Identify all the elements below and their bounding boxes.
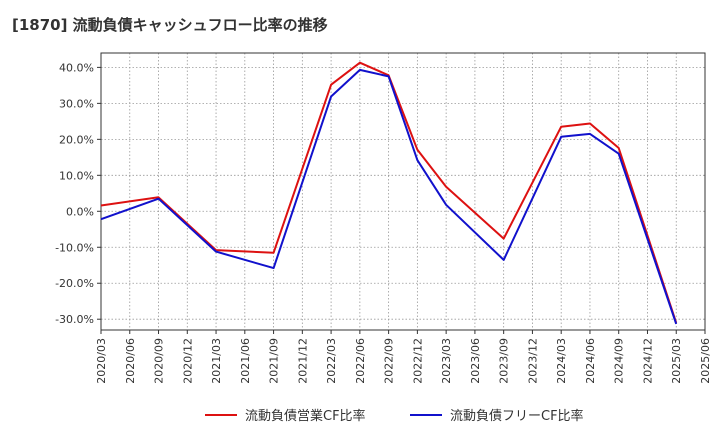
x-tick-label: 2021/12 (296, 338, 309, 384)
series-line-1 (100, 61, 678, 324)
gridlines (100, 53, 706, 330)
x-tick-label: 2024/03 (555, 338, 568, 384)
x-tick-label: 2024/09 (613, 338, 626, 384)
x-tick-label: 2023/12 (526, 338, 539, 384)
x-tick-label: 2023/06 (469, 338, 482, 384)
y-tick-label: 20.0% (59, 133, 94, 146)
x-tick-label: 2025/06 (699, 338, 712, 384)
x-tick-label: 2023/09 (498, 338, 511, 384)
plot-area (100, 52, 706, 331)
x-tick-label: 2025/03 (670, 338, 683, 384)
x-tick-label: 2022/09 (383, 338, 396, 384)
x-tick-label: 2021/03 (210, 338, 223, 384)
x-tick-label: 2023/03 (440, 338, 453, 384)
y-tick-label: -20.0% (55, 277, 94, 290)
y-tick-label: -30.0% (55, 313, 94, 326)
x-tick-label: 2021/09 (268, 338, 281, 384)
legend: 流動負債営業CF比率 流動負債フリーCF比率 (205, 408, 584, 424)
series-line-2 (100, 68, 678, 325)
x-tick-label: 2020/03 (95, 338, 108, 384)
x-tick-label: 2020/06 (124, 338, 137, 384)
y-tick-label: 40.0% (59, 61, 94, 74)
y-tick-label: 10.0% (59, 169, 94, 182)
x-tick-label: 2024/06 (584, 338, 597, 384)
x-tick-label: 2022/12 (411, 338, 424, 384)
chart-title: [1870] 流動負債キャッシュフロー比率の推移 (12, 16, 328, 34)
x-axis: 2020/03 2020/06 2020/09 2020/12 2021/03 2021/… (95, 330, 712, 384)
x-tick-label: 2022/03 (325, 338, 338, 384)
x-tick-label: 2020/09 (153, 338, 166, 384)
x-tick-label: 2021/06 (239, 338, 252, 384)
x-tick-label: 2022/06 (354, 338, 367, 384)
y-tick-label: 30.0% (59, 97, 94, 110)
y-tick-label: 0.0% (66, 205, 94, 218)
y-axis: 40.0% 30.0% 20.0% 10.0% 0.0% -10.0% -20.0% -30.… (55, 61, 101, 326)
legend-label: 流動負債営業CF比率 (245, 408, 366, 424)
x-tick-label: 2020/12 (181, 338, 194, 384)
x-tick-label: 2024/12 (641, 338, 654, 384)
series-lines (100, 61, 678, 325)
y-tick-label: -10.0% (55, 241, 94, 254)
legend-label: 流動負債フリーCF比率 (450, 408, 584, 424)
